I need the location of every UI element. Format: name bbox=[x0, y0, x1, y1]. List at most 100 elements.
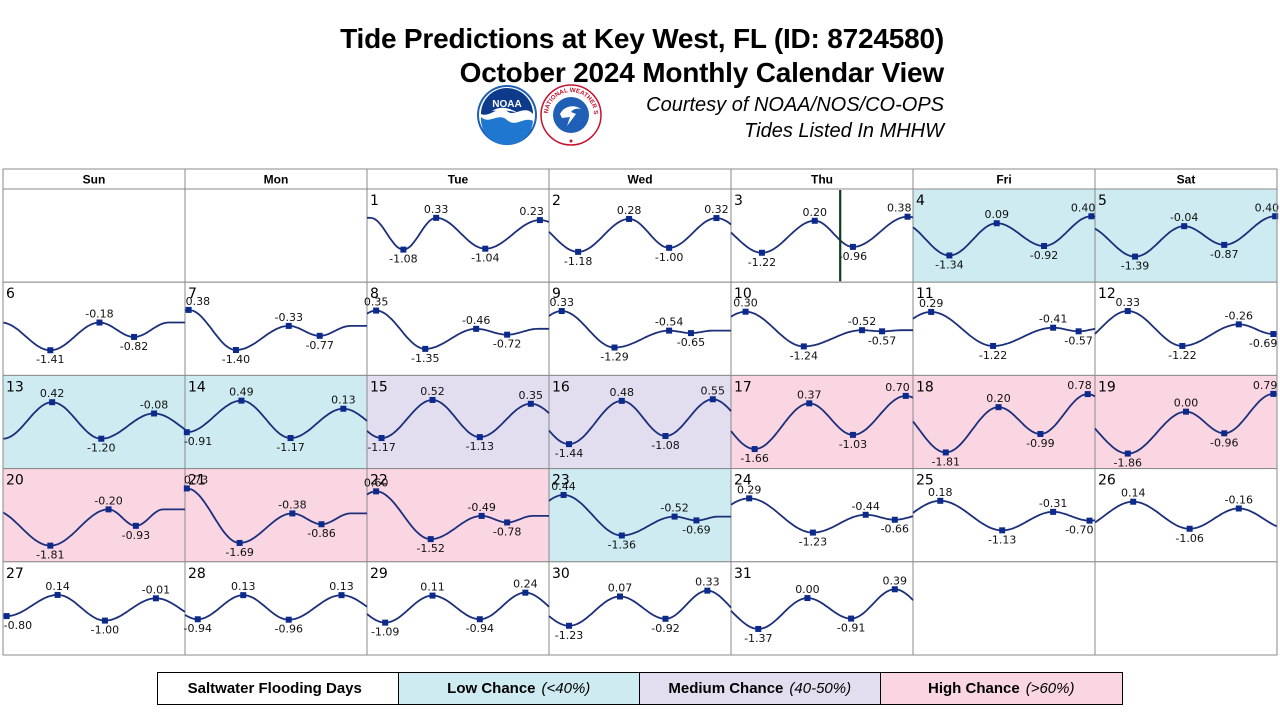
tide-value-label: -0.72 bbox=[493, 338, 521, 351]
tide-value-label: 0.29 bbox=[737, 483, 762, 496]
tide-value-label: -0.41 bbox=[1039, 313, 1067, 326]
tide-value-label: -0.52 bbox=[848, 315, 876, 328]
day-cell bbox=[366, 188, 550, 283]
tide-value-label: 0.33 bbox=[1116, 296, 1141, 309]
tide-value-label: -0.38 bbox=[278, 498, 306, 511]
weekday-label: Thu bbox=[811, 173, 833, 187]
tide-curve bbox=[366, 591, 550, 624]
day-number: 12 bbox=[1098, 286, 1116, 302]
day-cell bbox=[548, 188, 732, 283]
tide-marker bbox=[482, 245, 489, 252]
empty-day-cell bbox=[184, 188, 368, 283]
tide-value-label: -0.96 bbox=[275, 623, 303, 636]
tide-marker bbox=[47, 347, 54, 354]
tide-marker bbox=[859, 327, 866, 334]
day-number: 26 bbox=[1098, 473, 1116, 489]
tide-curve bbox=[366, 309, 549, 350]
tide-value-label: 0.29 bbox=[919, 297, 944, 310]
tide-marker bbox=[527, 400, 534, 407]
tide-marker bbox=[152, 595, 159, 602]
tide-marker bbox=[318, 521, 325, 528]
tide-marker bbox=[101, 617, 108, 624]
day-number: 4 bbox=[916, 193, 925, 209]
tide-value-label: -0.16 bbox=[1225, 493, 1253, 506]
day-cell bbox=[548, 374, 732, 470]
tide-value-label: -0.80 bbox=[4, 619, 32, 632]
tide-marker bbox=[236, 539, 243, 546]
tide-marker bbox=[422, 345, 429, 352]
tide-marker bbox=[990, 342, 997, 349]
day-cell bbox=[730, 468, 914, 563]
tide-curve bbox=[1094, 500, 1278, 530]
day-number: 5 bbox=[1098, 193, 1107, 209]
tide-value-label: 0.42 bbox=[40, 387, 65, 400]
weekday-label: Mon bbox=[264, 173, 289, 187]
tide-marker bbox=[1235, 321, 1242, 328]
tide-value-label: -1.00 bbox=[91, 624, 119, 637]
tide-curve bbox=[366, 490, 549, 540]
tide-marker bbox=[662, 433, 669, 440]
day-cell bbox=[184, 561, 368, 656]
tide-value-label: 0.14 bbox=[1121, 487, 1146, 500]
legend-high-range: (>60%) bbox=[1025, 680, 1075, 697]
day-number: 1 bbox=[370, 193, 379, 209]
tide-marker bbox=[151, 410, 158, 417]
tide-value-label: -0.66 bbox=[881, 523, 909, 536]
day-number: 17 bbox=[734, 379, 752, 395]
tide-marker bbox=[1186, 525, 1193, 532]
day-number: 10 bbox=[734, 286, 752, 302]
tide-curve bbox=[912, 310, 1096, 347]
tide-marker bbox=[693, 517, 700, 524]
day-number: 25 bbox=[916, 473, 934, 489]
weekday-label: Fri bbox=[996, 173, 1011, 187]
tide-curve bbox=[184, 399, 368, 439]
day-number: 24 bbox=[734, 473, 752, 489]
tide-value-label: -0.20 bbox=[94, 494, 122, 507]
tide-marker bbox=[993, 220, 1000, 227]
day-number: 23 bbox=[552, 473, 570, 489]
tide-marker bbox=[746, 495, 753, 502]
tide-marker bbox=[289, 510, 296, 517]
tide-value-label: -1.24 bbox=[790, 349, 818, 362]
tide-value-label: -0.69 bbox=[682, 523, 710, 536]
tide-value-label: -1.22 bbox=[748, 256, 776, 269]
tide-value-label: -0.91 bbox=[837, 622, 865, 635]
noaa-logo-text: NOAA bbox=[492, 99, 521, 110]
day-cell bbox=[548, 468, 732, 563]
tide-marker bbox=[618, 532, 625, 539]
legend-medium: Medium Chance (40-50%) bbox=[640, 673, 881, 704]
tide-value-label: -0.57 bbox=[868, 334, 896, 347]
tide-value-label: 0.00 bbox=[795, 583, 820, 596]
tide-marker bbox=[1272, 213, 1279, 220]
tide-marker bbox=[1235, 505, 1242, 512]
tide-marker bbox=[1183, 408, 1189, 415]
tide-marker bbox=[904, 213, 911, 220]
tide-marker bbox=[238, 397, 245, 404]
tide-marker bbox=[902, 392, 909, 399]
weekday-label: Sun bbox=[83, 173, 106, 187]
tide-marker bbox=[476, 616, 483, 623]
day-cell bbox=[548, 561, 732, 656]
legend-low-range: (<40%) bbox=[541, 680, 591, 697]
chart-title: Tide Predictions at Key West, FL (ID: 87… bbox=[340, 23, 944, 54]
tide-marker bbox=[287, 435, 294, 442]
tide-curve bbox=[548, 589, 732, 627]
tide-value-label: -1.08 bbox=[651, 439, 679, 452]
day-number: 3 bbox=[734, 193, 743, 209]
tide-value-label: -0.77 bbox=[305, 339, 333, 352]
tide-marker bbox=[804, 595, 811, 602]
legend-high: High Chance (>60%) bbox=[880, 673, 1122, 704]
tide-value-label: -0.91 bbox=[184, 435, 212, 448]
tide-value-label: -1.17 bbox=[276, 441, 304, 454]
tide-marker bbox=[54, 591, 61, 598]
tide-value-label: -1.13 bbox=[988, 533, 1016, 546]
tide-value-label: -1.06 bbox=[1175, 532, 1203, 545]
tide-value-label: -1.81 bbox=[36, 549, 64, 562]
day-number: 27 bbox=[6, 566, 24, 582]
legend-title: Saltwater Flooding Days bbox=[158, 673, 399, 704]
tide-marker bbox=[194, 616, 201, 623]
tide-value-label: 0.38 bbox=[887, 202, 912, 215]
tide-curve bbox=[912, 215, 1096, 257]
tide-curve bbox=[184, 594, 368, 621]
tide-value-label: 0.40 bbox=[1071, 201, 1096, 214]
